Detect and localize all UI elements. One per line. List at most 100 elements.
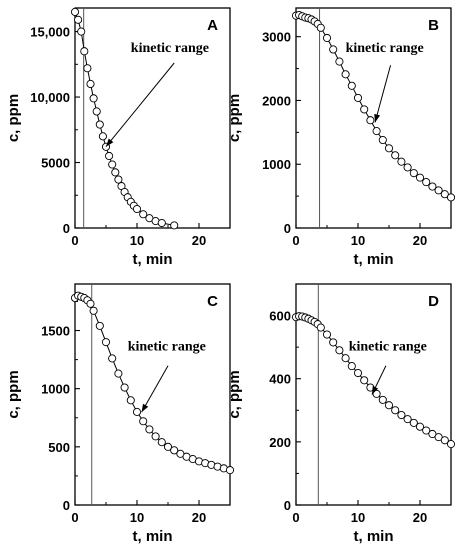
annotation-arrow-head	[106, 138, 114, 147]
data-point	[353, 368, 363, 378]
kinetic-range-annotation: kinetic range	[131, 41, 209, 56]
data-point	[391, 151, 400, 160]
data-point	[139, 210, 148, 219]
x-tick-label: 0	[292, 233, 299, 248]
y-tick-label: 400	[269, 372, 291, 387]
x-tick-label: 0	[71, 510, 78, 525]
data-point	[120, 383, 129, 392]
data-point	[126, 396, 135, 405]
data-point	[446, 193, 456, 202]
data-point	[403, 163, 412, 172]
y-tick-label: 0	[63, 498, 70, 513]
x-tick-label: 20	[413, 510, 427, 525]
x-tick-label: 20	[413, 233, 427, 248]
data-point	[372, 389, 381, 398]
x-tick-label: 20	[192, 510, 206, 525]
data-point	[322, 33, 332, 43]
data-point	[77, 27, 86, 36]
x-tick-label: 10	[130, 233, 144, 248]
data-point	[316, 323, 325, 332]
data-point	[335, 57, 344, 66]
kinetic-range-annotation: kinetic range	[349, 339, 427, 354]
plot-frame	[295, 283, 452, 506]
y-axis-label: c, ppm	[226, 370, 243, 418]
y-tick-label: 15,000	[30, 25, 70, 40]
data-point	[89, 94, 98, 103]
data-point	[86, 79, 95, 89]
y-axis-label: c, ppm	[5, 370, 22, 418]
data-point	[316, 23, 325, 32]
y-tick-label: 0	[284, 498, 291, 513]
panel-letter: A	[207, 17, 218, 34]
data-point	[409, 169, 418, 178]
x-tick-label: 10	[351, 233, 365, 248]
data-point	[415, 173, 425, 182]
data-point	[132, 407, 142, 416]
data-point	[415, 422, 425, 431]
y-tick-label: 2000	[262, 93, 291, 108]
data-point	[157, 218, 166, 228]
y-tick-label: 0	[63, 221, 70, 236]
data-point	[384, 401, 394, 410]
data-point	[434, 186, 443, 195]
x-tick-label: 10	[351, 510, 365, 525]
data-point	[372, 127, 381, 136]
data-point	[335, 346, 344, 355]
panel-letter: C	[207, 293, 218, 310]
y-tick-label: 500	[48, 440, 70, 455]
data-point	[329, 45, 338, 54]
data-point	[108, 354, 117, 363]
kinetic-range-annotation: kinetic range	[346, 41, 424, 56]
y-tick-label: 5000	[41, 156, 70, 171]
x-axis-label: t, min	[354, 528, 394, 545]
x-axis-label: t, min	[133, 528, 173, 545]
data-point	[111, 168, 120, 177]
data-point	[74, 15, 83, 24]
y-tick-label: 10,000	[30, 90, 70, 105]
data-point	[378, 395, 387, 404]
data-point	[89, 306, 98, 315]
data-point	[225, 466, 235, 475]
data-point	[163, 442, 173, 451]
data-point	[353, 93, 363, 102]
data-point	[157, 438, 166, 447]
data-point	[440, 436, 449, 445]
annotation-arrow-line	[141, 365, 169, 413]
data-point	[108, 160, 117, 169]
data-point	[440, 190, 449, 199]
y-tick-label: 1000	[41, 382, 70, 397]
annotation-arrow-line	[105, 62, 175, 147]
x-axis-label: t, min	[133, 251, 173, 268]
data-point	[170, 446, 179, 455]
data-point	[95, 321, 104, 330]
data-point	[422, 178, 431, 187]
data-point	[101, 338, 111, 347]
data-point	[114, 175, 123, 184]
y-tick-label: 600	[269, 309, 291, 324]
annotation-arrow-head	[374, 113, 381, 123]
data-point	[360, 376, 369, 385]
data-point	[114, 369, 123, 378]
data-point	[347, 362, 356, 371]
data-point	[132, 204, 142, 214]
series-line	[74, 295, 231, 471]
data-point	[83, 64, 92, 73]
y-tick-label: 200	[269, 435, 291, 450]
annotation-arrow-line	[374, 65, 392, 123]
data-point	[170, 221, 179, 230]
data-point	[422, 426, 431, 435]
y-axis-label: c, ppm	[226, 94, 243, 142]
data-point	[347, 81, 356, 90]
x-tick-label: 0	[71, 233, 78, 248]
data-point	[145, 425, 154, 434]
y-tick-label: 3000	[262, 30, 291, 45]
data-point	[80, 47, 89, 56]
data-point	[384, 144, 394, 153]
data-point	[105, 151, 114, 161]
annotation-arrow-head	[371, 385, 379, 395]
data-point	[86, 299, 95, 308]
